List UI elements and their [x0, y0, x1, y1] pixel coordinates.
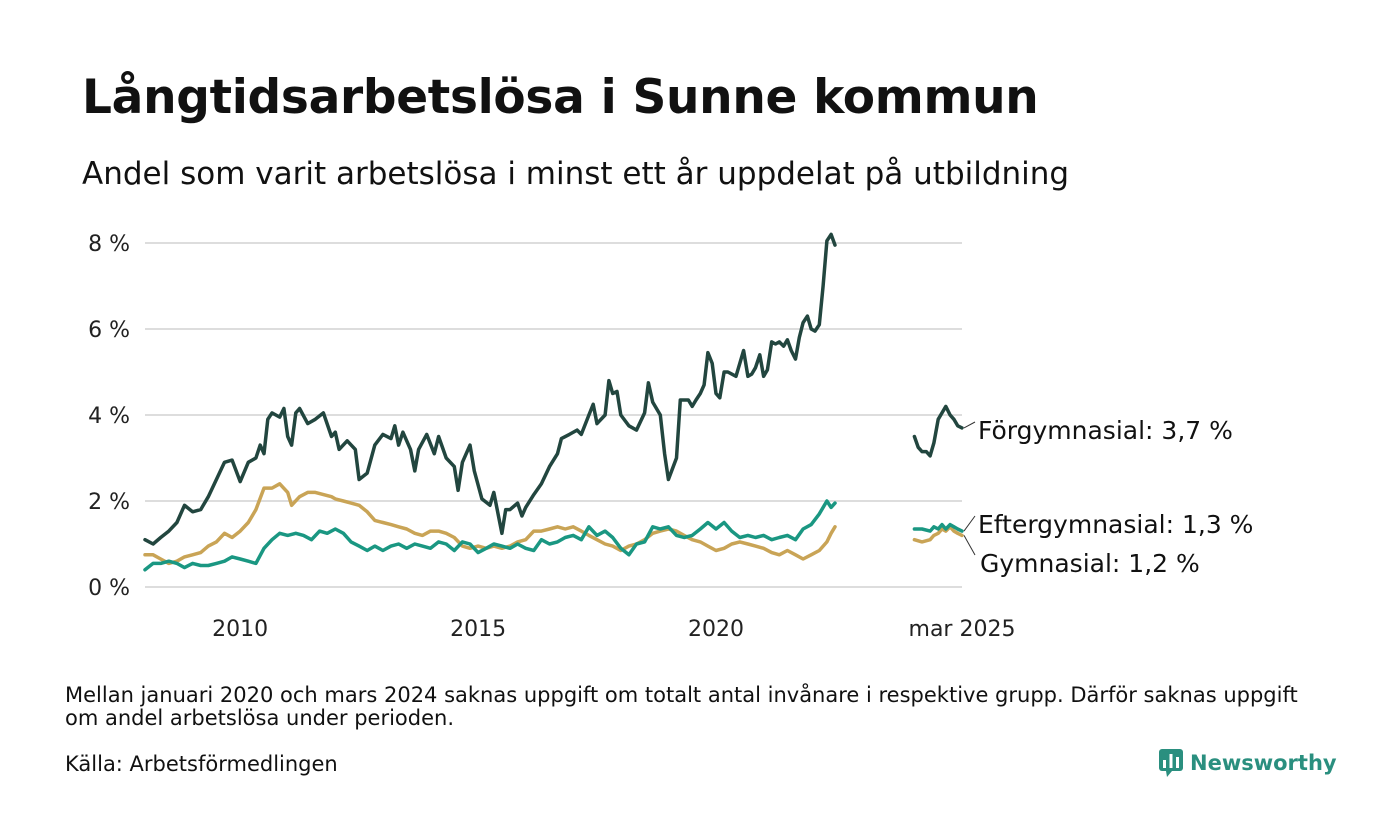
x-tick-label: mar 2025 — [909, 617, 1016, 642]
series-end-label: Förgymnasial: 3,7 % — [978, 416, 1233, 445]
footnote: Mellan januari 2020 och mars 2024 saknas… — [65, 683, 1298, 730]
label-leader-line — [963, 535, 976, 556]
y-tick-label: 8 % — [88, 232, 130, 257]
series-line-förgymnasial — [143, 232, 837, 546]
chart-subtitle: Andel som varit arbetslösa i minst ett å… — [82, 156, 1070, 192]
y-tick-label: 6 % — [88, 318, 130, 343]
chart-title: Långtidsarbetslösa i Sunne kommun — [82, 70, 1039, 125]
series-line-gymnasial — [912, 525, 964, 544]
x-tick-label: 2015 — [450, 617, 506, 642]
newsworthy-logo: Newsworthy — [1158, 748, 1337, 778]
source-text: Källa: Arbetsförmedlingen — [65, 752, 338, 776]
x-tick-label: 2020 — [688, 617, 744, 642]
series-line-eftergymnasial — [912, 522, 964, 533]
series-line-förgymnasial — [912, 404, 964, 458]
y-tick-label: 4 % — [88, 404, 130, 429]
brand-name: Newsworthy — [1190, 751, 1337, 775]
series-end-label: Gymnasial: 1,2 % — [980, 549, 1200, 578]
label-leader-line — [963, 515, 976, 532]
x-tick-label: 2010 — [212, 617, 268, 642]
series-line-eftergymnasial — [143, 499, 837, 572]
series-end-label: Eftergymnasial: 1,3 % — [978, 510, 1253, 539]
line-chart: 0 % 2 % 4 % 6 % 8 % 2010 2015 2020 mar 2025 För… — [88, 232, 1253, 642]
newsworthy-logo-icon — [1159, 749, 1183, 777]
series-line-gymnasial — [143, 482, 837, 566]
y-tick-label: 2 % — [88, 490, 130, 515]
label-leader-line — [963, 421, 976, 429]
y-tick-label: 0 % — [88, 576, 130, 601]
